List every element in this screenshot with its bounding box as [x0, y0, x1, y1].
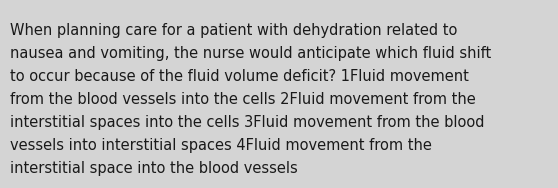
- Text: to occur because of the fluid volume deficit? 1Fluid movement: to occur because of the fluid volume def…: [10, 69, 469, 84]
- Text: nausea and vomiting, the nurse would anticipate which fluid shift: nausea and vomiting, the nurse would ant…: [10, 46, 491, 61]
- Text: vessels into interstitial spaces 4Fluid movement from the: vessels into interstitial spaces 4Fluid …: [10, 138, 432, 153]
- Text: from the blood vessels into the cells 2Fluid movement from the: from the blood vessels into the cells 2F…: [10, 92, 476, 107]
- Text: interstitial spaces into the cells 3Fluid movement from the blood: interstitial spaces into the cells 3Flui…: [10, 115, 484, 130]
- Text: When planning care for a patient with dehydration related to: When planning care for a patient with de…: [10, 23, 458, 38]
- Text: interstitial space into the blood vessels: interstitial space into the blood vessel…: [10, 161, 298, 176]
